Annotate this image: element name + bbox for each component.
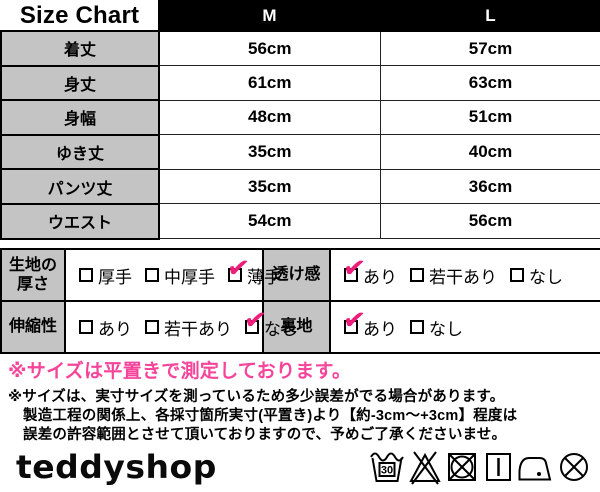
size-column-l: L <box>379 0 600 32</box>
check-mark-icon: ✔ <box>225 251 252 285</box>
no-dry-clean-icon <box>560 453 588 481</box>
checkbox-icon: ✔ <box>145 320 159 334</box>
checkbox-icon: ✔ <box>226 252 252 284</box>
size-value-m: 56cm <box>158 30 381 67</box>
table-row: 身丈 61cm 63cm <box>0 64 600 102</box>
option-label: 厚手 <box>98 267 132 287</box>
checkbox-option: ✔ あり <box>79 315 132 340</box>
size-row-label: ウエスト <box>0 202 160 240</box>
size-value-m: 35cm <box>158 168 381 205</box>
size-value-l: 57cm <box>379 30 600 67</box>
size-table-header: Size Chart M L <box>1 0 600 32</box>
checkbox-icon: ✔ <box>342 304 368 336</box>
checkbox-option: ✔ あり <box>342 252 397 288</box>
attr-options-lining: ✔ あり ✔ なし <box>329 300 600 354</box>
size-value-l: 36cm <box>379 168 600 205</box>
checkbox-icon: ✔ <box>79 268 93 282</box>
size-row-label: 身丈 <box>0 64 160 102</box>
table-row: 身幅 48cm 51cm <box>0 99 600 136</box>
attr-options-thickness: ✔ 厚手 ✔ 中厚手 ✔ 薄手 <box>64 248 281 302</box>
checkbox-icon: ✔ <box>243 304 269 336</box>
attr-label-lining: 裏地 <box>262 300 331 354</box>
attr-options-stretch: ✔ あり ✔ 若干あり ✔ なし <box>64 300 298 354</box>
checkbox-option: ✔ 中厚手 <box>145 263 215 288</box>
checkbox-option: ✔ 若干あり <box>410 263 497 288</box>
size-value-l: 63cm <box>379 65 600 101</box>
checkbox-option: ✔ 厚手 <box>79 263 132 288</box>
size-value-m: 35cm <box>158 134 381 170</box>
check-mark-icon: ✔ <box>341 251 368 285</box>
notes-section: ※サイズは平置きで測定しております。 ※サイズは、実寸サイズを測っているため多少… <box>8 356 594 445</box>
wash-30-icon: 30 <box>370 452 404 482</box>
table-row: ゆき丈 35cm 40cm <box>0 133 600 171</box>
svg-text:30: 30 <box>381 465 393 477</box>
size-table: Size Chart M L 着丈 56cm 57cm 身丈 61cm 63cm… <box>0 0 600 240</box>
checkbox-icon: ✔ <box>342 252 368 284</box>
table-row: パンツ丈 35cm 36cm <box>0 168 600 205</box>
size-value-l: 51cm <box>379 99 600 136</box>
size-row-label: 身幅 <box>0 99 160 136</box>
size-value-m: 54cm <box>158 203 381 240</box>
size-value-l: 56cm <box>379 203 600 240</box>
table-row: 伸縮性 ✔ あり ✔ 若干あり ✔ なし 裏地 ✔ <box>0 300 600 354</box>
size-row-label: パンツ丈 <box>0 168 160 205</box>
fabric-attribute-table: 生地の厚さ ✔ 厚手 ✔ 中厚手 ✔ 薄手 透け感 ✔ <box>0 248 600 354</box>
size-value-m: 48cm <box>158 99 381 136</box>
option-label: あり <box>363 319 397 339</box>
option-label: なし <box>429 319 463 339</box>
checkbox-icon: ✔ <box>410 320 424 334</box>
note-line: 誤差の許容範囲とさせて頂いておりますので、予めご了承くださいませ。 <box>23 427 507 443</box>
checkbox-option: ✔ 若干あり <box>145 315 232 340</box>
checkbox-icon: ✔ <box>410 268 424 282</box>
note-highlight: ※サイズは平置きで測定しております。 <box>8 361 352 382</box>
drip-dry-icon <box>486 453 511 481</box>
size-row-label: ゆき丈 <box>0 133 160 171</box>
table-row: 生地の厚さ ✔ 厚手 ✔ 中厚手 ✔ 薄手 透け感 ✔ <box>0 248 600 302</box>
option-label: あり <box>363 267 397 287</box>
check-mark-icon: ✔ <box>341 303 368 337</box>
checkbox-icon: ✔ <box>145 268 159 282</box>
size-value-l: 40cm <box>379 134 600 170</box>
size-value-m: 61cm <box>158 65 381 101</box>
attr-label-stretch: 伸縮性 <box>0 300 66 354</box>
checkbox-icon: ✔ <box>79 320 93 334</box>
table-row: ウエスト 54cm 56cm <box>0 202 600 240</box>
no-bleach-icon <box>409 451 441 485</box>
checkbox-option: ✔ あり <box>342 304 397 340</box>
no-tumble-dry-icon <box>448 453 476 481</box>
option-label: なし <box>529 267 563 287</box>
check-mark-icon: ✔ <box>242 303 269 337</box>
footer: teddyshop 30 <box>0 446 600 490</box>
attr-label-sheerness: 透け感 <box>262 248 331 302</box>
iron-low-icon <box>518 457 552 481</box>
note-line: ※サイズは、実寸サイズを測っているため多少誤差がでる場合があります。 <box>8 389 505 405</box>
note-line: 製造工程の関係上、各採寸箇所実寸(平置き)より【約-3cm〜+3cm】程度は <box>23 408 518 424</box>
page-title: Size Chart <box>1 1 159 31</box>
option-label: 若干あり <box>429 267 497 287</box>
checkbox-option: ✔ なし <box>510 263 563 288</box>
checkbox-icon: ✔ <box>510 268 524 282</box>
option-label: 若干あり <box>164 319 232 339</box>
option-label: 中厚手 <box>164 267 215 287</box>
attr-label-thickness: 生地の厚さ <box>0 248 66 302</box>
size-column-m: M <box>158 0 381 32</box>
laundry-care-icons: 30 <box>369 448 592 486</box>
checkbox-option: ✔ なし <box>410 315 463 340</box>
option-label: あり <box>98 319 132 339</box>
attr-options-sheerness: ✔ あり ✔ 若干あり ✔ なし <box>329 248 600 302</box>
size-row-label: 着丈 <box>0 30 160 67</box>
table-row: 着丈 56cm 57cm <box>0 30 600 67</box>
teddyshop-logo: teddyshop <box>16 448 217 486</box>
